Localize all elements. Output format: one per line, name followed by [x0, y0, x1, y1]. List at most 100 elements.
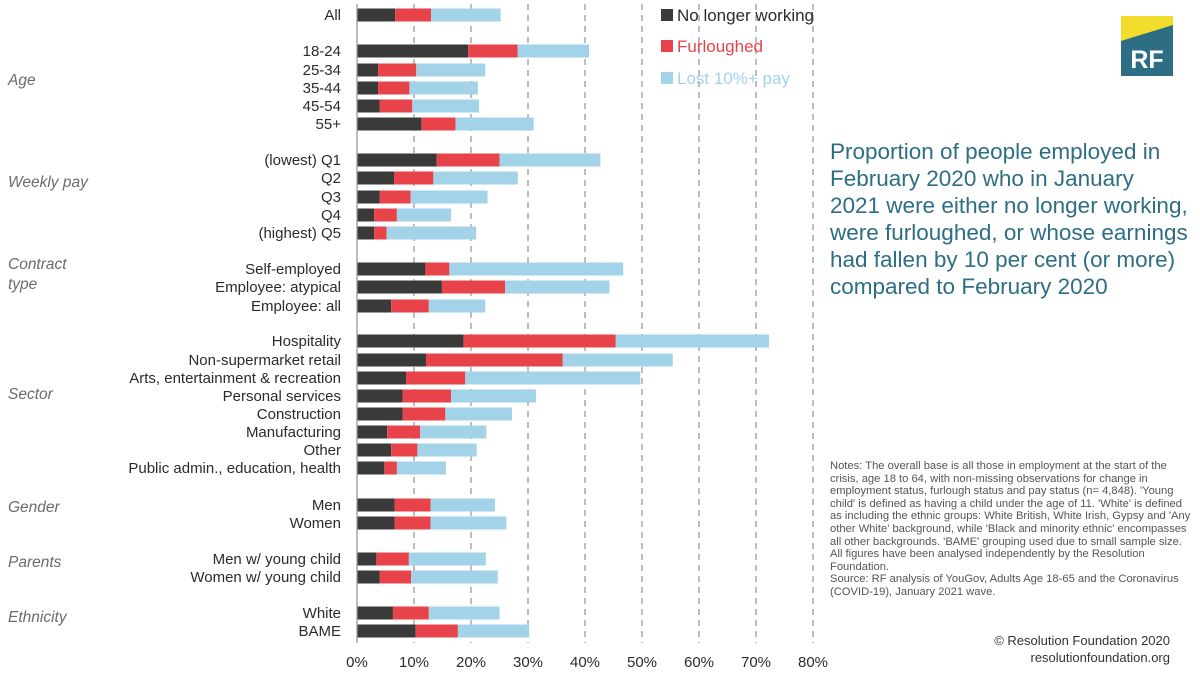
category-label: 35-44 [303, 80, 341, 97]
bar-segment-no-longer-working [357, 552, 377, 566]
category-label: Women w/ young child [190, 569, 341, 586]
category-label: Q3 [321, 189, 341, 206]
bar-segment-no-longer-working [357, 353, 426, 367]
x-tick-label: 70% [741, 654, 771, 671]
category-label: Q2 [321, 170, 341, 187]
bar-segment-lost-10-pay [410, 190, 488, 204]
bar-segment-furloughed [425, 353, 563, 367]
bar-segment-no-longer-working [357, 44, 469, 58]
bar-segment-lost-10-pay [396, 208, 452, 222]
category-label: Employee: atypical [215, 279, 341, 296]
bar-segment-no-longer-working [357, 570, 380, 584]
rf-logo: RF [1121, 16, 1173, 76]
bar-segment-no-longer-working [357, 299, 392, 313]
bar-segment-furloughed [441, 280, 506, 294]
bar-segment-no-longer-working [357, 443, 392, 457]
copyright-text: © Resolution Foundation 2020 [994, 633, 1170, 648]
bar-segment-furloughed [395, 8, 432, 22]
bar-segment-lost-10-pay [451, 389, 536, 403]
bar-segment-furloughed [391, 443, 418, 457]
chart-notes: Notes: The overall base is all those in … [830, 460, 1192, 599]
bar-segment-lost-10-pay [433, 171, 518, 185]
category-label: 18-24 [303, 43, 341, 60]
bar-segment-furloughed [391, 299, 429, 313]
category-label: All [324, 7, 341, 24]
bar-segment-lost-10-pay [420, 425, 487, 439]
category-label: Women [290, 515, 341, 532]
bar-segment-furloughed [379, 99, 413, 113]
bar-segment-no-longer-working [357, 81, 379, 95]
bar-segment-furloughed [379, 190, 411, 204]
category-label: Manufacturing [246, 424, 341, 441]
bar-segment-lost-10-pay [457, 624, 530, 638]
bar-segment-furloughed [387, 425, 421, 439]
bar-segment-no-longer-working [357, 407, 403, 421]
bar-segment-furloughed [406, 371, 466, 385]
category-label: 25-34 [303, 62, 341, 79]
category-label: 45-54 [303, 98, 341, 115]
bar-segment-no-longer-working [357, 262, 426, 276]
category-label: Construction [257, 406, 341, 423]
bar-segment-lost-10-pay [386, 226, 477, 240]
category-label: Men [312, 497, 341, 514]
bar-segment-furloughed [374, 208, 397, 222]
category-label: White [303, 605, 341, 622]
bar-segment-no-longer-working [357, 371, 407, 385]
bar-segment-furloughed [463, 334, 616, 348]
bar-segment-no-longer-working [357, 190, 380, 204]
x-tick-label: 50% [627, 654, 657, 671]
chart-title: Proportion of people employed in Februar… [830, 139, 1188, 299]
category-label: Personal services [223, 388, 341, 405]
bar-segment-lost-10-pay [430, 516, 507, 530]
category-label: Hospitality [272, 333, 342, 350]
bar-segment-lost-10-pay [428, 606, 500, 620]
bar-segment-no-longer-working [357, 280, 442, 294]
group-label: Weekly pay [8, 174, 89, 191]
bar-segment-no-longer-working [357, 334, 464, 348]
bar-segment-lost-10-pay [408, 552, 486, 566]
bar-segment-no-longer-working [357, 117, 422, 131]
bar-segment-lost-10-pay [499, 153, 601, 167]
category-label: 55+ [316, 116, 342, 133]
bar-segment-furloughed [402, 389, 452, 403]
bar-segment-lost-10-pay [430, 498, 495, 512]
x-tick-label: 0% [346, 654, 368, 671]
category-label: Men w/ young child [213, 551, 341, 568]
bar-segment-lost-10-pay [411, 570, 498, 584]
bar-segment-lost-10-pay [431, 8, 501, 22]
bar-segment-lost-10-pay [562, 353, 673, 367]
bar-segment-furloughed [421, 117, 456, 131]
bar-segment-lost-10-pay [412, 99, 479, 113]
bar-segment-lost-10-pay [445, 407, 513, 421]
bar-segment-no-longer-working [357, 624, 416, 638]
x-tick-label: 80% [798, 654, 828, 671]
bar-segment-no-longer-working [357, 171, 395, 185]
bar-segment-furloughed [376, 552, 409, 566]
legend-label: Lost 10%+ pay [677, 69, 790, 88]
category-label: Self-employed [245, 261, 341, 278]
x-tick-label: 60% [684, 654, 714, 671]
x-tick-label: 40% [570, 654, 600, 671]
bar-segment-furloughed [378, 63, 417, 77]
bar-segment-furloughed [436, 153, 500, 167]
bar-segment-no-longer-working [357, 516, 395, 530]
bar-segment-lost-10-pay [517, 44, 589, 58]
bar-segment-lost-10-pay [416, 63, 486, 77]
bar-segment-furloughed [394, 171, 434, 185]
category-label: Employee: all [251, 298, 341, 315]
source-text: Source: RF analysis of YouGov, Adults Ag… [830, 573, 1179, 598]
x-tick-label: 20% [456, 654, 486, 671]
bar-segment-furloughed [374, 226, 387, 240]
bar-segment-lost-10-pay [615, 334, 770, 348]
x-tick-label: 30% [513, 654, 543, 671]
notes-text: Notes: The overall base is all those in … [830, 460, 1191, 573]
bar-segment-lost-10-pay [449, 262, 624, 276]
bar-segment-furloughed [415, 624, 458, 638]
bar-segment-lost-10-pay [465, 371, 641, 385]
bar-segment-no-longer-working [357, 63, 379, 77]
group-label: Contract [8, 256, 67, 273]
bar-segment-furloughed [384, 461, 397, 475]
category-label: Public admin., education, health [128, 460, 341, 477]
legend-swatch [661, 40, 673, 52]
